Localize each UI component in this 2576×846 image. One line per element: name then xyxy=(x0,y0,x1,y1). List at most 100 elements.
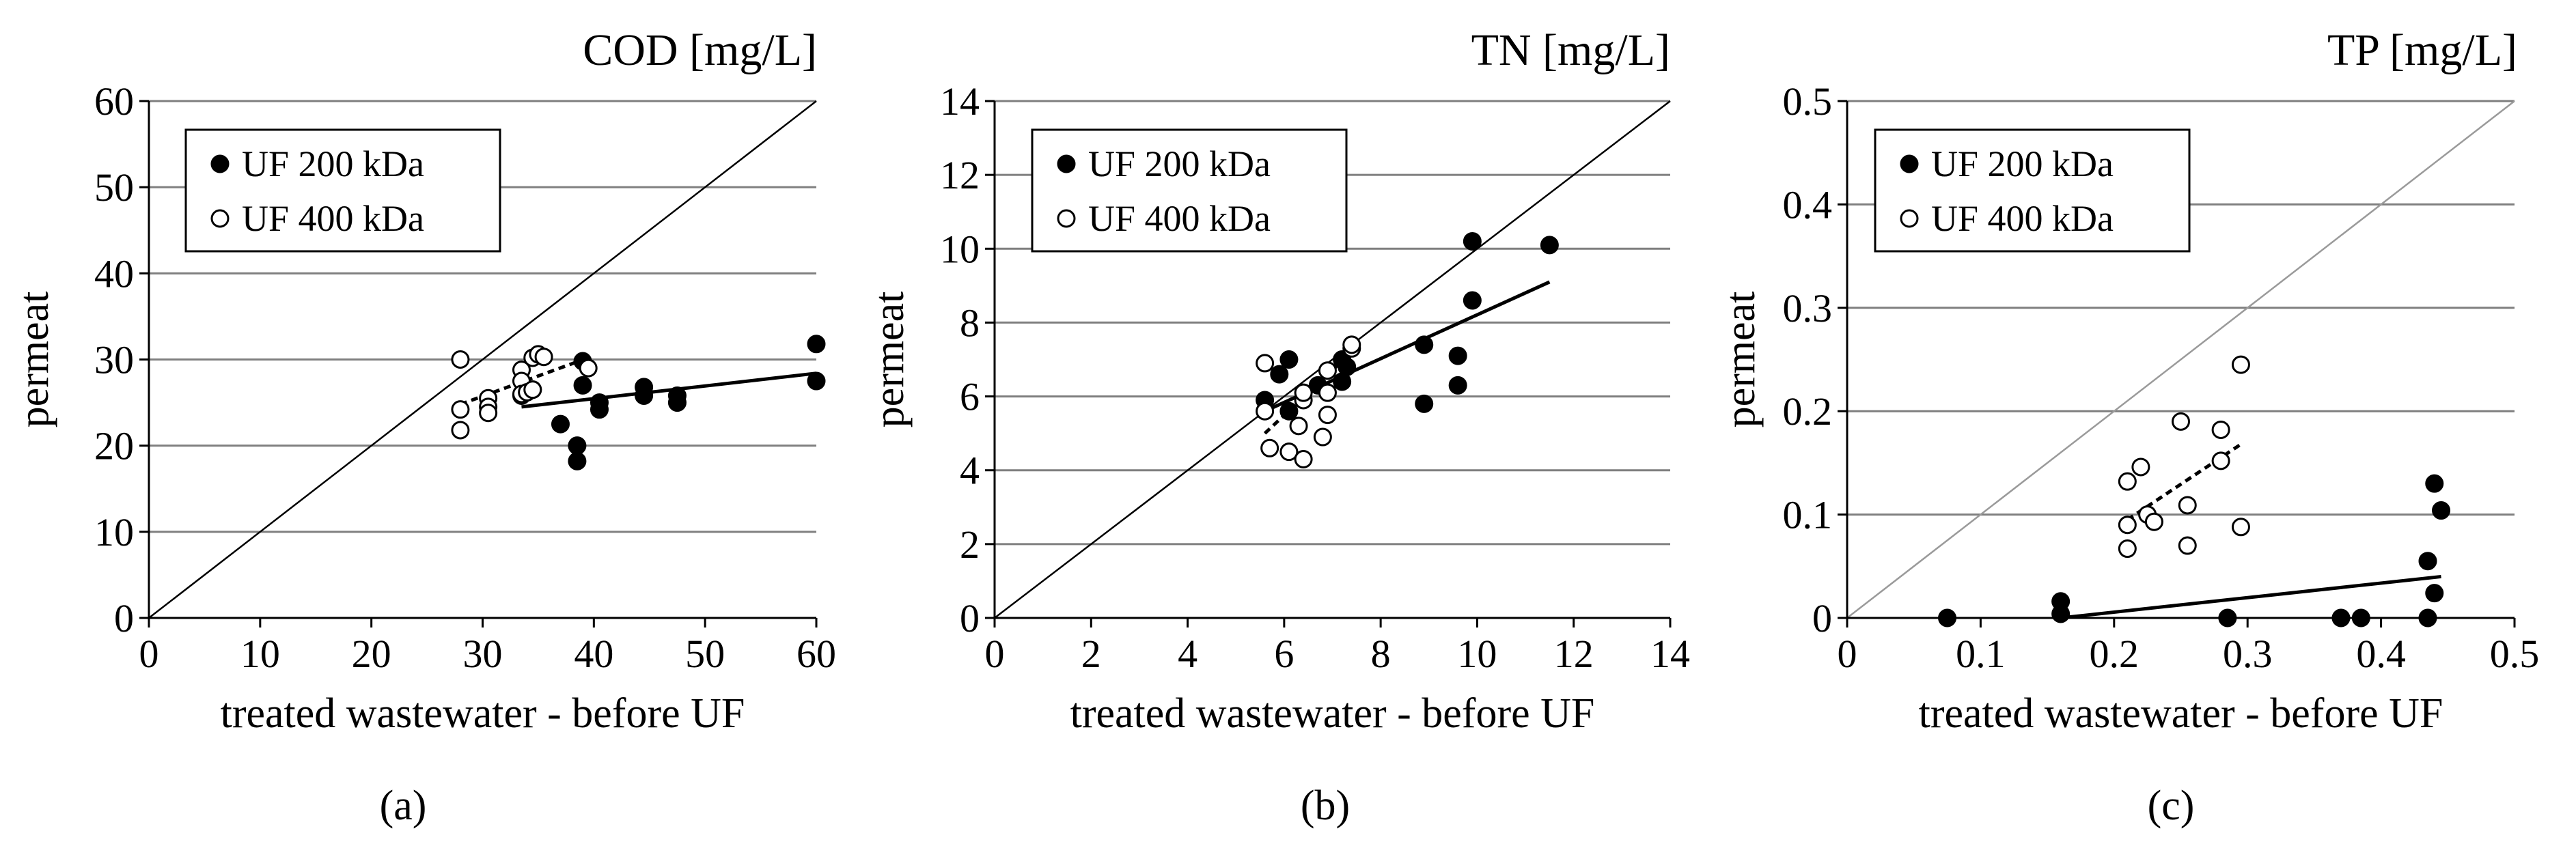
marker-uf-200 xyxy=(1279,350,1299,369)
y-tick-label: 8 xyxy=(960,300,980,345)
marker-uf-400 xyxy=(451,400,470,419)
x-tick-label: 2 xyxy=(1081,632,1101,676)
marker-uf-400 xyxy=(2178,536,2197,555)
panel-caption: (a) xyxy=(380,782,427,829)
marker-uf-200 xyxy=(2418,608,2437,628)
marker-uf-200 xyxy=(1279,401,1299,421)
y-tick-label: 0 xyxy=(1812,596,1832,640)
x-tick-label: 60 xyxy=(797,632,836,676)
marker-uf-200 xyxy=(807,371,826,391)
marker-uf-200 xyxy=(635,386,654,405)
marker-uf-200 xyxy=(1463,231,1482,251)
y-axis-title: permeat xyxy=(11,292,57,428)
panel-caption: (b) xyxy=(1301,782,1350,829)
y-tick-label: 60 xyxy=(94,79,134,124)
x-tick-label: 0.3 xyxy=(2223,632,2273,676)
y-tick-label: 10 xyxy=(940,227,980,271)
identity-line xyxy=(148,100,817,619)
marker-uf-400 xyxy=(2211,420,2230,439)
marker-uf-400 xyxy=(1256,354,1275,373)
marker-uf-200 xyxy=(1448,346,1467,365)
legend-marker-uf-400 xyxy=(1057,209,1076,228)
marker-uf-400 xyxy=(1313,427,1332,447)
y-tick-label: 50 xyxy=(94,165,134,210)
legend-label: UF 400 kDa xyxy=(1931,198,2114,239)
marker-uf-200 xyxy=(2425,474,2444,493)
identity-line xyxy=(1846,100,2515,619)
marker-uf-200 xyxy=(568,451,587,470)
legend-marker-uf-400 xyxy=(210,209,230,228)
marker-uf-200 xyxy=(667,393,687,412)
y-tick-label: 0.5 xyxy=(1783,79,1833,124)
x-tick-label: 6 xyxy=(1274,632,1294,676)
chart-title: TP [mg/L] xyxy=(2327,25,2517,75)
marker-uf-400 xyxy=(1294,449,1313,468)
legend-marker-uf-200 xyxy=(1057,154,1076,173)
y-tick-label: 0 xyxy=(114,596,134,640)
legend-label: UF 400 kDa xyxy=(242,198,424,239)
marker-uf-200 xyxy=(2425,584,2444,603)
marker-uf-400 xyxy=(534,348,553,367)
marker-uf-200 xyxy=(1448,376,1467,395)
marker-uf-200 xyxy=(1938,608,1957,628)
marker-uf-200 xyxy=(1540,236,1559,255)
x-tick-label: 8 xyxy=(1371,632,1391,676)
marker-uf-400 xyxy=(579,358,598,378)
x-tick-label: 10 xyxy=(1457,632,1497,676)
y-axis-title: permeat xyxy=(866,292,913,428)
y-tick-label: 6 xyxy=(960,375,980,419)
marker-uf-200 xyxy=(1338,357,1357,376)
x-tick-label: 0 xyxy=(139,632,159,676)
x-tick-label: 4 xyxy=(1178,632,1197,676)
marker-uf-400 xyxy=(1318,361,1337,380)
legend-label: UF 400 kDa xyxy=(1088,198,1271,239)
marker-uf-400 xyxy=(1294,383,1313,402)
marker-uf-200 xyxy=(1415,394,1434,413)
chart-panel-3: 0 0.1 0.2 0.3 0.4 0.5 0 0.1 0.2 0.3 0.4 0.5 TP [mg/L… xyxy=(1717,25,2539,829)
x-tick-label: 40 xyxy=(574,632,613,676)
marker-uf-200 xyxy=(2351,608,2370,628)
legend-marker-uf-400 xyxy=(1900,209,1919,228)
marker-uf-400 xyxy=(2118,539,2137,559)
marker-uf-400 xyxy=(2144,512,2163,531)
marker-uf-400 xyxy=(2211,451,2230,470)
marker-uf-400 xyxy=(2231,355,2250,374)
marker-uf-200 xyxy=(568,436,587,455)
legend-label: UF 200 kDa xyxy=(1931,143,2114,184)
y-tick-label: 40 xyxy=(94,251,134,296)
x-tick-label: 0 xyxy=(985,632,1005,676)
y-tick-label: 14 xyxy=(940,79,980,124)
marker-uf-400 xyxy=(2231,518,2250,537)
marker-uf-400 xyxy=(523,380,542,399)
y-tick-label: 0.3 xyxy=(1783,286,1833,330)
marker-uf-400 xyxy=(1256,401,1275,421)
marker-uf-400 xyxy=(1289,417,1308,436)
marker-uf-400 xyxy=(2131,457,2150,477)
x-axis-title: treated wastewater - before UF xyxy=(1070,690,1595,737)
y-tick-label: 0.1 xyxy=(1783,493,1833,537)
marker-uf-200 xyxy=(551,414,570,434)
marker-uf-200 xyxy=(2418,552,2437,571)
x-axis-title: treated wastewater - before UF xyxy=(1919,690,2443,737)
marker-uf-200 xyxy=(807,335,826,354)
y-tick-label: 20 xyxy=(94,424,134,468)
chart-title: TN [mg/L] xyxy=(1471,25,1670,75)
legend-label: UF 200 kDa xyxy=(242,143,424,184)
marker-uf-200 xyxy=(1270,365,1289,384)
marker-uf-400 xyxy=(451,421,470,440)
marker-uf-200 xyxy=(2051,604,2071,623)
x-axis-title: treated wastewater - before UF xyxy=(221,690,745,737)
marker-uf-400 xyxy=(2178,496,2197,515)
x-tick-label: 0.2 xyxy=(2090,632,2139,676)
identity-line xyxy=(994,100,1671,619)
x-tick-label: 0.4 xyxy=(2356,632,2406,676)
x-tick-label: 14 xyxy=(1650,632,1690,676)
y-tick-label: 0.2 xyxy=(1783,389,1833,434)
x-tick-label: 20 xyxy=(352,632,391,676)
x-tick-label: 50 xyxy=(685,632,725,676)
x-tick-label: 0 xyxy=(1838,632,1857,676)
y-tick-label: 12 xyxy=(940,153,980,197)
y-tick-label: 30 xyxy=(94,338,134,382)
y-tick-label: 0 xyxy=(960,596,980,640)
